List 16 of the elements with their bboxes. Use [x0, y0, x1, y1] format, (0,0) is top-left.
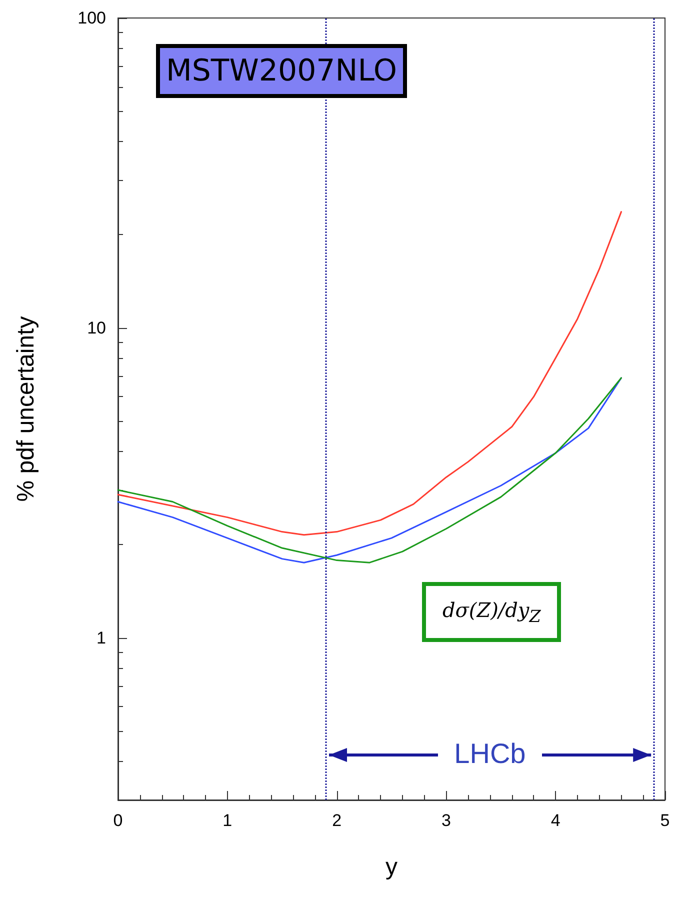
- line-series: [117, 377, 622, 564]
- text: dσ(Z)/dy$_{Z}$: [422, 582, 561, 642]
- text: MSTW2007NLO: [166, 54, 397, 88]
- line-series: [117, 211, 622, 536]
- x-tick-label: 5: [660, 811, 670, 830]
- y-tick-label: 100: [78, 8, 106, 28]
- ref-line-label: LHCb: [440, 738, 540, 770]
- x-tick-label: 0: [113, 811, 123, 830]
- x-tick-label: 4: [550, 811, 560, 830]
- x-axis-title: y: [386, 854, 398, 880]
- y-axis-title: % pdf uncertainty: [12, 316, 40, 502]
- y-tick-label: 10: [87, 318, 106, 338]
- y-tick-label: 1: [96, 628, 106, 648]
- x-tick-label: 2: [332, 811, 342, 830]
- x-tick-label: 3: [441, 811, 451, 830]
- x-tick-label: 1: [222, 811, 232, 830]
